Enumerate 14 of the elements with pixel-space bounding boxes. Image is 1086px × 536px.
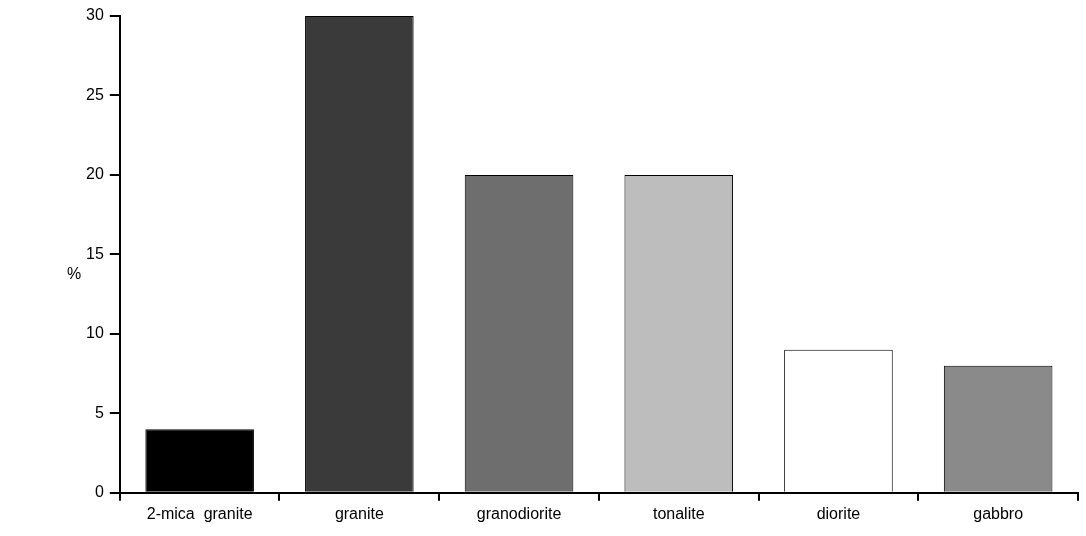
x-tick-label: tonalite xyxy=(652,504,705,522)
y-tick-label: 25 xyxy=(86,85,104,103)
x-tick-label: granodiorite xyxy=(476,504,562,522)
x-tick-label: 2-mica granite xyxy=(146,504,253,522)
x-tick-label: diorite xyxy=(816,504,861,522)
x-tick-label: gabbro xyxy=(973,504,1024,522)
x-tick-label: granite xyxy=(334,504,384,522)
y-tick-label: 15 xyxy=(86,244,104,262)
y-tick-label: 5 xyxy=(94,403,104,421)
y-tick-label: 30 xyxy=(86,6,104,24)
y-tick-label: 20 xyxy=(86,165,104,183)
y-tick-label: 10 xyxy=(86,324,104,342)
y-tick-label: 0 xyxy=(94,483,104,501)
y-axis-title: % xyxy=(66,264,82,282)
